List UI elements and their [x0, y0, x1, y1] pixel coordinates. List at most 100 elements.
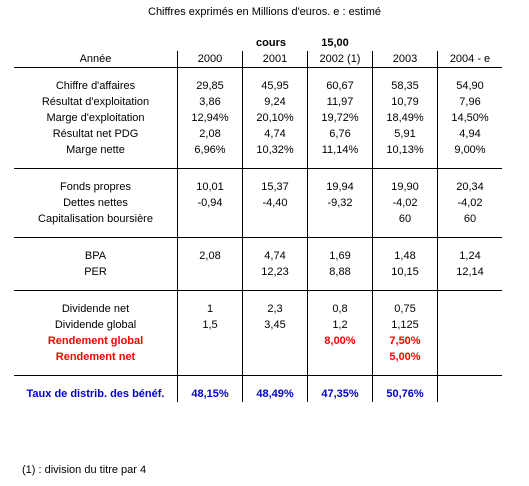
spacer-cell — [14, 365, 178, 376]
spacer-cell — [372, 280, 438, 291]
row-value: 1,69 — [307, 248, 373, 264]
row-label: Rendement net — [55, 351, 136, 363]
spacer-cell — [177, 375, 243, 386]
table-row: Taux de distrib. des bénéf. 48,15% 48,49% 4… — [14, 386, 502, 402]
spacer-cell — [242, 290, 308, 301]
row-value: 12,14 — [437, 264, 502, 280]
row-value — [242, 333, 308, 349]
table-header-row: Année 2000 2001 2002 (1) 2003 2004 - e — [14, 51, 502, 68]
spacer-cell — [437, 158, 502, 169]
table-row: Résultat net PDG 2,08 4,74 6,76 5,91 4,94 — [14, 126, 502, 142]
row-value: -0,94 — [177, 195, 243, 211]
spacer-cell — [372, 375, 438, 386]
spacer-cell — [242, 168, 308, 179]
row-value: 19,94 — [307, 179, 373, 195]
header-year: 2003 — [372, 51, 438, 68]
spacer-cell — [372, 365, 438, 376]
row-value: 6,96% — [177, 142, 243, 158]
row-label: Dividende global — [54, 319, 137, 331]
spacer-cell — [307, 158, 373, 169]
row-value: 20,10% — [242, 110, 308, 126]
row-value — [242, 349, 308, 365]
row-label: PER — [84, 266, 107, 278]
row-value: 3,45 — [242, 317, 308, 333]
cours-label: cours — [256, 37, 286, 49]
row-value: 1,24 — [437, 248, 502, 264]
row-value: 54,90 — [437, 78, 502, 94]
spacer-row — [14, 237, 502, 249]
spacer-cell — [437, 365, 502, 376]
row-value: 14,50% — [437, 110, 502, 126]
table-row: Rendement global 8,00% 7,50% — [14, 333, 502, 349]
row-value: 2,3 — [242, 301, 308, 317]
table-row: Dividende net 1 2,3 0,8 0,75 — [14, 301, 502, 317]
row-value — [437, 349, 502, 365]
spacer-cell — [177, 67, 243, 78]
row-label: Fonds propres — [60, 181, 131, 193]
row-value: 9,24 — [242, 94, 308, 110]
row-value: 5,00% — [372, 349, 438, 365]
spacer-cell — [437, 168, 502, 179]
spacer-cell — [307, 67, 373, 78]
row-value: 0,8 — [307, 301, 373, 317]
row-value: 10,79 — [372, 94, 438, 110]
spacer-cell — [14, 280, 178, 291]
row-value: 10,32% — [242, 142, 308, 158]
spacer-row — [14, 168, 502, 179]
row-value: 1,2 — [307, 317, 373, 333]
table-row: Capitalisation boursière 60 60 — [14, 211, 502, 227]
row-value: 1,48 — [372, 248, 438, 264]
row-value: 19,72% — [307, 110, 373, 126]
table-row: Fonds propres 10,01 15,37 19,94 19,90 20,34 — [14, 179, 502, 195]
row-value: 1,125 — [372, 317, 438, 333]
row-label: Marge nette — [66, 144, 125, 156]
row-label: Dettes nettes — [63, 197, 128, 209]
row-value: 48,49% — [242, 386, 308, 402]
footnote: (1) : division du titre par 4 — [22, 464, 147, 476]
table-row: BPA 2,08 4,74 1,69 1,48 1,24 — [14, 248, 502, 264]
spacer-cell — [177, 227, 243, 238]
spacer-cell — [242, 227, 308, 238]
row-value: 8,00% — [307, 333, 373, 349]
row-value — [437, 317, 502, 333]
row-value: 60 — [372, 211, 438, 227]
row-value: 10,15 — [372, 264, 438, 280]
spacer-cell — [437, 237, 502, 248]
spacer-cell — [177, 158, 243, 169]
spacer-cell — [242, 280, 308, 291]
spacer-row — [14, 375, 502, 386]
row-value: -4,02 — [372, 195, 438, 211]
row-value: 60 — [437, 211, 502, 227]
spacer-row — [14, 67, 502, 78]
row-value: 11,97 — [307, 94, 373, 110]
section-separator — [14, 158, 502, 169]
row-label: Dividende net — [61, 303, 130, 315]
header-year: 2000 — [177, 51, 243, 68]
spacer-cell — [307, 237, 373, 248]
spacer-cell — [437, 227, 502, 238]
row-value — [177, 333, 243, 349]
row-value: 11,14% — [307, 142, 373, 158]
row-value — [437, 333, 502, 349]
spacer-cell — [14, 238, 178, 249]
row-value: 1,5 — [177, 317, 243, 333]
spacer-cell — [177, 290, 243, 301]
row-value: 10,01 — [177, 179, 243, 195]
spacer-cell — [372, 227, 438, 238]
spacer-cell — [437, 280, 502, 291]
spacer-cell — [437, 67, 502, 78]
spacer-cell — [242, 237, 308, 248]
spacer-cell — [307, 280, 373, 291]
header-label: Année — [14, 51, 178, 68]
row-value: 8,88 — [307, 264, 373, 280]
row-value — [177, 264, 243, 280]
row-value: 50,76% — [372, 386, 438, 402]
row-value — [177, 211, 243, 227]
row-value: 29,85 — [177, 78, 243, 94]
row-value: 4,74 — [242, 248, 308, 264]
spacer-cell — [307, 365, 373, 376]
spacer-cell — [14, 158, 178, 169]
row-label: Taux de distrib. des bénéf. — [26, 388, 165, 400]
spacer-cell — [14, 227, 178, 238]
table-row: Chiffre d'affaires 29,85 45,95 60,67 58,35 54… — [14, 78, 502, 94]
